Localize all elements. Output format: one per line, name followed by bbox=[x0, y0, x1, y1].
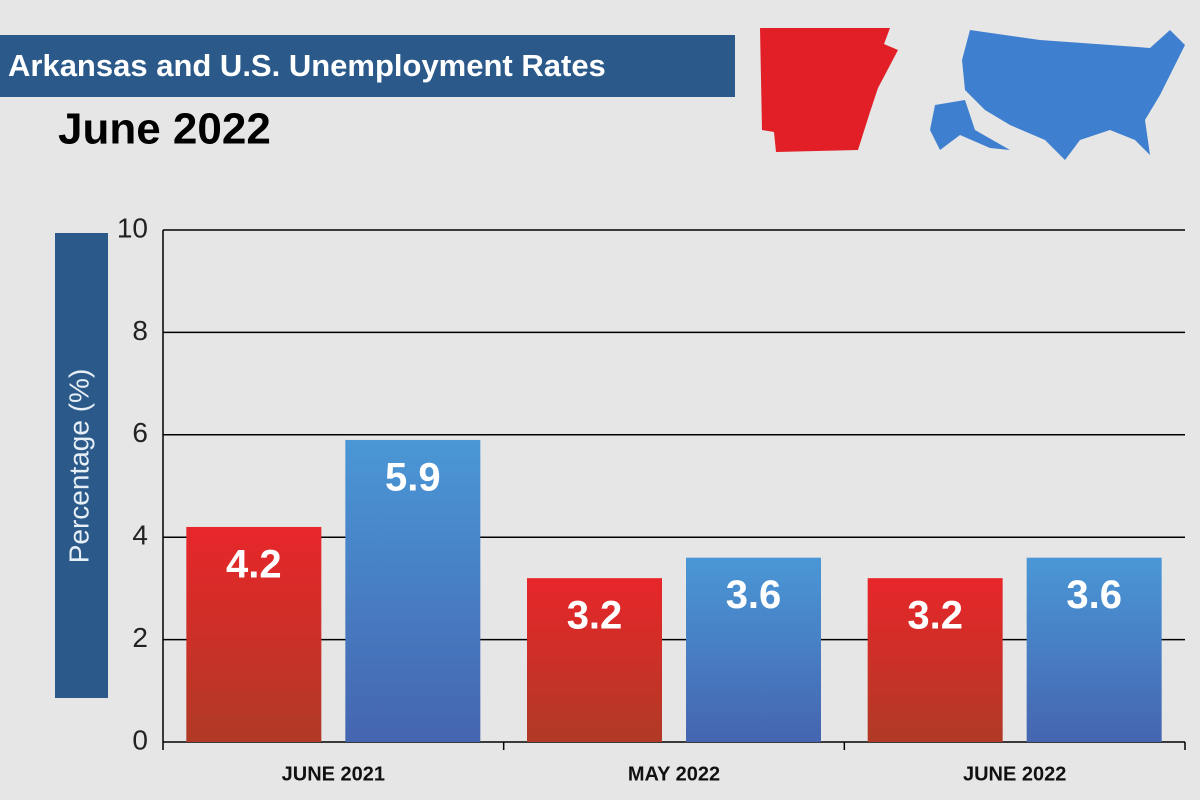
data-label: 3.6 bbox=[1066, 573, 1122, 617]
chart-title: Arkansas and U.S. Unemployment Rates bbox=[8, 48, 606, 83]
y-tick-label: 6 bbox=[132, 417, 148, 448]
alaska-map bbox=[930, 100, 1010, 150]
chart-subtitle: June 2022 bbox=[58, 105, 271, 154]
title-banner bbox=[0, 35, 735, 97]
arkansas-map bbox=[760, 28, 898, 152]
y-tick-label: 2 bbox=[132, 622, 148, 653]
x-tick-label: JUNE 2022 bbox=[963, 763, 1066, 785]
bar bbox=[527, 578, 662, 742]
y-tick-label: 8 bbox=[132, 315, 148, 346]
bar bbox=[686, 557, 821, 742]
bar bbox=[867, 578, 1003, 742]
x-tick-label: MAY 2022 bbox=[628, 763, 720, 785]
bar bbox=[186, 526, 322, 742]
data-label: 3.2 bbox=[567, 594, 623, 638]
bar bbox=[345, 439, 481, 742]
y-tick-label: 10 bbox=[117, 212, 148, 243]
data-label: 4.2 bbox=[226, 543, 282, 587]
y-label-box bbox=[55, 233, 108, 698]
data-label: 5.9 bbox=[385, 455, 441, 499]
data-label: 3.6 bbox=[726, 573, 782, 617]
y-axis-label: Percentage (%) bbox=[63, 369, 94, 564]
usa-map bbox=[962, 30, 1185, 160]
y-tick-label: 4 bbox=[132, 520, 148, 551]
data-label: 3.2 bbox=[907, 594, 963, 638]
y-tick-label: 0 bbox=[132, 724, 148, 755]
bar bbox=[1026, 557, 1162, 742]
x-tick-label: JUNE 2021 bbox=[282, 763, 385, 785]
